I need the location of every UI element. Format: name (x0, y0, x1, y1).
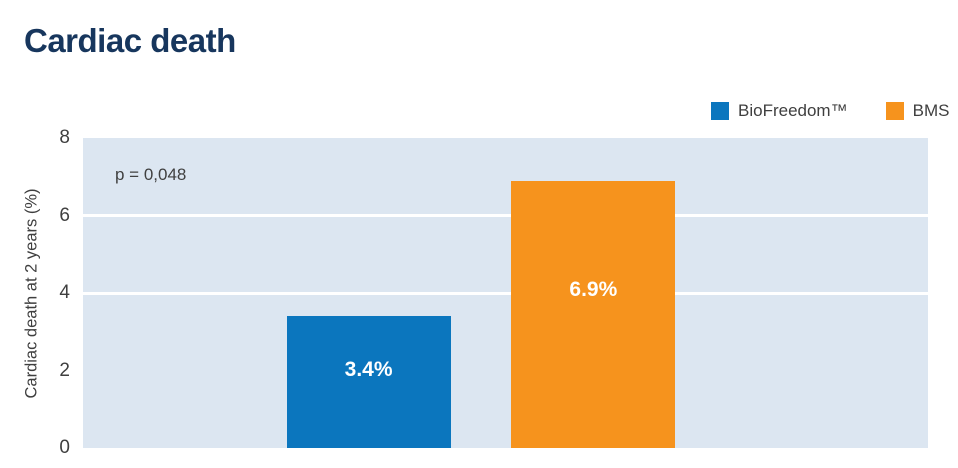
gridline-4 (83, 291, 928, 295)
legend-swatch-biofreedom-icon (711, 102, 729, 120)
chart-title: Cardiac death (24, 22, 236, 59)
legend-item-biofreedom: BioFreedom™ (711, 101, 848, 121)
legend-label-bms: BMS (912, 101, 950, 120)
y-tick-label-6: 6 (59, 204, 70, 226)
y-tick-label-8: 8 (59, 127, 70, 148)
gridline-6 (83, 214, 928, 217)
y-tick-label-4: 4 (59, 282, 70, 303)
y-tick-label-0: 0 (59, 437, 70, 458)
bar-biofreedom: 3.4% (286, 316, 451, 448)
legend-item-bms: BMS (885, 101, 950, 121)
legend: BioFreedom™ BMS (711, 101, 949, 121)
legend-label-biofreedom: BioFreedom™ (738, 101, 848, 120)
legend-swatch-bms-icon (885, 102, 904, 120)
plot-area: p = 0,048 3.4% 6.9% (83, 138, 928, 448)
bar-value-label-bms: 6.9% (569, 278, 618, 302)
bar-value-label-biofreedom: 3.4% (344, 358, 393, 382)
y-tick-label-2: 2 (59, 359, 70, 381)
bar-bms: 6.9% (511, 180, 676, 448)
p-value-annotation: p = 0,048 (115, 165, 187, 184)
